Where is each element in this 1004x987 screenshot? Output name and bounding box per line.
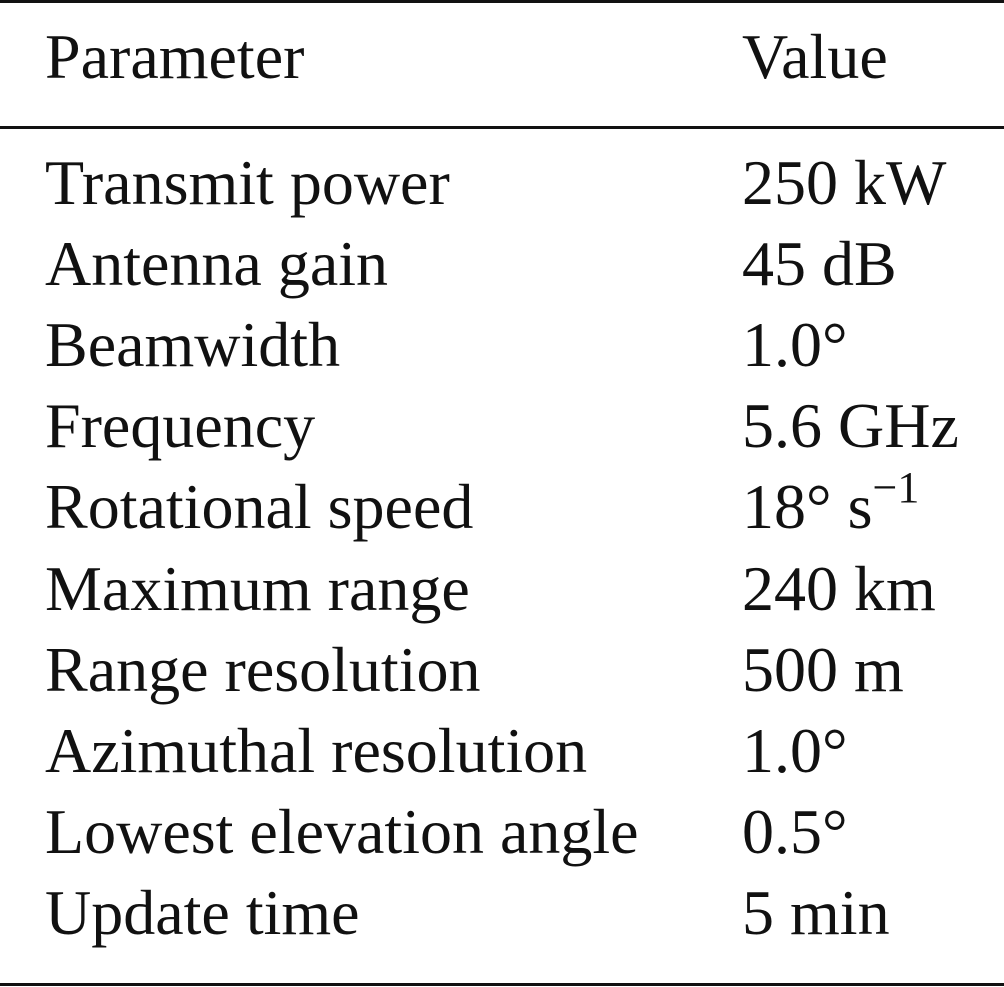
header-cell: Value xyxy=(742,21,888,92)
parameter-cell: Lowest elevation angle xyxy=(45,795,639,867)
bottom-rule xyxy=(0,983,1004,986)
top-rule xyxy=(0,0,1004,3)
value-cell: 500 m xyxy=(742,633,904,705)
parameter-cell: Azimuthal resolution xyxy=(45,714,588,786)
value-cell: 18° s−1 xyxy=(742,463,919,546)
value-cell: 0.5° xyxy=(742,795,848,867)
parameter-cell: Update time xyxy=(45,876,360,948)
parameter-cell: Beamwidth xyxy=(45,309,341,381)
value-cell: 250 kW xyxy=(742,147,947,218)
header-cell: Parameter xyxy=(45,21,305,92)
value-cell: 5 min xyxy=(742,876,890,948)
value-cell: 45 dB xyxy=(742,228,897,300)
value-cell: 240 km xyxy=(742,552,936,624)
value-superscript: −1 xyxy=(872,463,920,513)
parameter-cell: Rotational speed xyxy=(45,471,474,543)
parameter-cell: Range resolution xyxy=(45,633,481,705)
parameter-cell: Transmit power xyxy=(45,147,450,218)
value-base: 18° s xyxy=(742,471,873,543)
parameter-cell: Antenna gain xyxy=(45,228,388,300)
value-cell: 1.0° xyxy=(742,714,848,786)
parameter-cell: Maximum range xyxy=(45,552,470,624)
value-cell: 1.0° xyxy=(742,309,848,381)
parameter-cell: Frequency xyxy=(45,390,316,462)
value-cell: 5.6 GHz xyxy=(742,390,959,462)
header-rule xyxy=(0,126,1004,129)
